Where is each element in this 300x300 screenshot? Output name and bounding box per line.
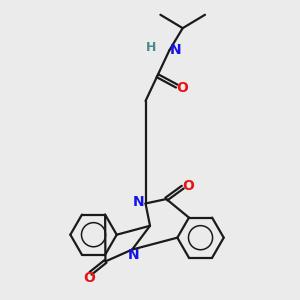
Text: N: N — [133, 195, 145, 209]
Text: O: O — [182, 179, 194, 193]
Text: O: O — [176, 81, 188, 94]
Text: N: N — [169, 44, 181, 57]
Text: N: N — [128, 248, 140, 262]
Text: O: O — [83, 271, 95, 285]
Text: H: H — [146, 41, 157, 54]
